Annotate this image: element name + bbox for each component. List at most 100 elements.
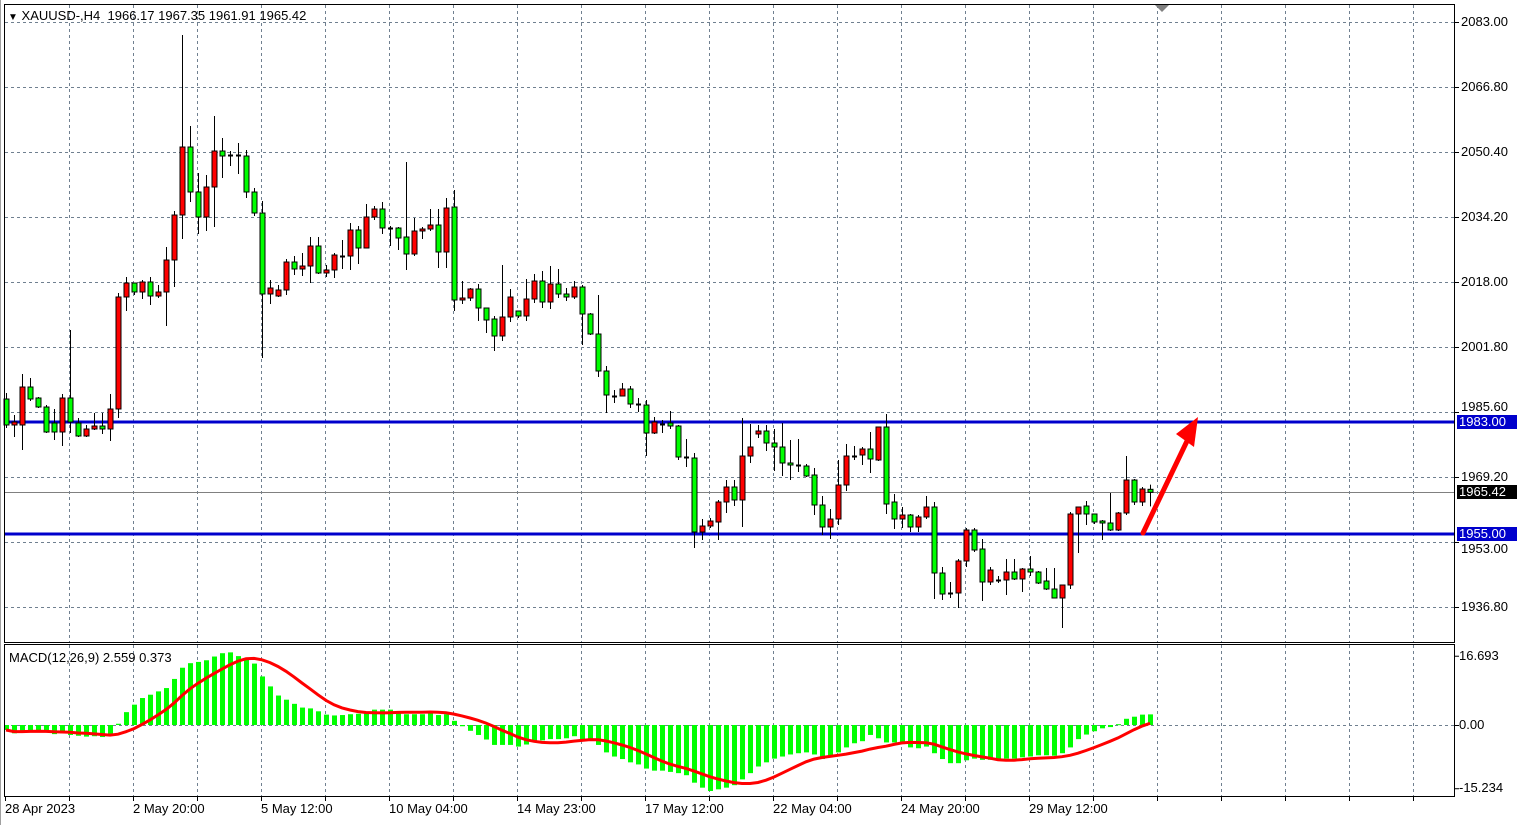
macd-bar — [844, 725, 849, 748]
macd-bar — [596, 725, 601, 745]
macd-bar — [628, 725, 633, 763]
macd-bar — [380, 709, 385, 725]
candle-bear — [931, 506, 938, 574]
price-axis-label: 2066.80 — [1461, 78, 1508, 94]
candle-bear — [1131, 479, 1138, 503]
macd-bar — [788, 725, 793, 755]
macd-bar — [740, 725, 745, 780]
macd-bar — [356, 713, 361, 725]
macd-bar — [20, 725, 25, 732]
macd-bar — [372, 709, 377, 725]
shift-marker-icon[interactable] — [1155, 5, 1169, 12]
time-axis-label: 17 May 12:00 — [645, 801, 724, 816]
macd-bar — [780, 725, 785, 757]
candle-bull — [875, 426, 882, 461]
macd-bar — [884, 725, 889, 743]
candle-bear — [803, 465, 810, 477]
macd-bar — [44, 725, 49, 733]
ohlc-close: 1965.42 — [259, 8, 307, 23]
macd-bar — [364, 712, 369, 725]
macd-bar — [860, 725, 865, 742]
candle-bear — [515, 310, 522, 317]
candle-bull — [835, 484, 842, 520]
macd-bar — [404, 714, 409, 725]
macd-bar — [164, 688, 169, 725]
macd-bar — [772, 725, 777, 759]
macd-bar — [428, 712, 433, 725]
macd-axis-label: 0.00 — [1459, 717, 1485, 732]
macd-bar — [892, 725, 897, 743]
macd-bar — [260, 676, 265, 725]
candle-bull — [523, 298, 530, 317]
candle-bear — [603, 370, 610, 396]
candle-bull — [363, 216, 370, 249]
candle-bear — [691, 457, 698, 533]
macd-bar — [244, 658, 249, 725]
candle-bear — [379, 208, 386, 229]
macd-bar — [1148, 714, 1153, 725]
candle-bull — [987, 569, 994, 583]
macd-bar — [396, 712, 401, 725]
candle-bear — [75, 422, 82, 437]
candle-bull — [923, 506, 930, 518]
time-axis-label: 10 May 04:00 — [389, 801, 468, 816]
candle-bear — [259, 212, 266, 295]
macd-bar — [604, 725, 609, 753]
macd-bar — [212, 656, 217, 725]
time-axis-label: 14 May 23:00 — [517, 801, 596, 816]
candle-bull — [139, 281, 146, 293]
macd-bar — [252, 663, 257, 725]
candle-bear — [819, 504, 826, 528]
candle-bear — [1083, 505, 1090, 515]
macd-bar — [116, 723, 121, 725]
macd-bar — [84, 725, 89, 737]
macd-bar — [436, 715, 441, 725]
macd-bar — [12, 725, 17, 734]
candle-bull — [827, 518, 834, 528]
macd-bar — [388, 709, 393, 725]
macd-bar — [1124, 718, 1129, 725]
candle-bull — [11, 421, 18, 426]
candle-bull — [571, 286, 578, 298]
triangle-down-icon[interactable]: ▼ — [8, 12, 18, 23]
candle-bull — [115, 296, 122, 410]
candle-bull — [1003, 571, 1010, 581]
macd-bar — [284, 699, 289, 725]
macd-bar — [1060, 725, 1065, 754]
level-price-tag: 1983.00 — [1457, 415, 1517, 429]
macd-bar — [660, 725, 665, 771]
macd-bar — [644, 725, 649, 769]
ohlc-open: 1966.17 — [107, 8, 155, 23]
macd-axis-label: -15.234 — [1459, 780, 1504, 796]
macd-bar — [684, 725, 689, 776]
macd-bar — [92, 725, 97, 737]
main-pane-border — [4, 4, 1455, 643]
macd-bar — [732, 725, 737, 786]
macd-bar — [1100, 725, 1105, 729]
macd-bar — [580, 725, 585, 740]
macd-bar — [484, 725, 489, 740]
price-axis-label: 1953.00 — [1461, 541, 1508, 556]
candle-bull — [955, 560, 962, 594]
candle-bear — [979, 548, 986, 583]
candle-bull — [347, 229, 354, 257]
macd-bar — [916, 725, 921, 749]
candle-bear — [187, 146, 194, 193]
candle-bear — [787, 462, 794, 466]
macd-bar — [196, 661, 201, 725]
candle-bear — [403, 236, 410, 255]
candle-bear — [355, 229, 362, 249]
level-price-tag: 1955.00 — [1457, 527, 1517, 541]
macd-bar — [852, 725, 857, 744]
candle-bear — [1027, 568, 1034, 573]
candle-bear — [43, 406, 50, 433]
macd-bar — [972, 725, 977, 759]
macd-bar — [276, 695, 281, 725]
candle-bear — [435, 224, 442, 253]
candle-bear — [219, 150, 226, 157]
macd-bar — [748, 725, 753, 774]
candle-bear — [891, 501, 898, 520]
candle-bear — [99, 425, 106, 430]
macd-bar — [412, 714, 417, 725]
